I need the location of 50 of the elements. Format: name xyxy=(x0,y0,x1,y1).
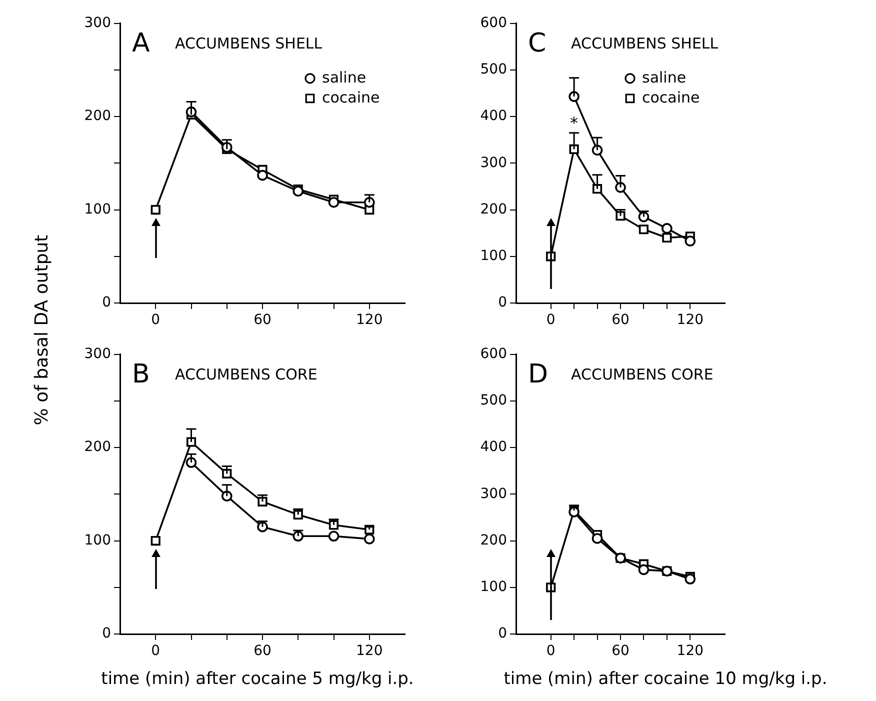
y-tick-label: 200 xyxy=(84,439,111,456)
annotation: A xyxy=(132,28,150,58)
x-axis-title: time (min) after cocaine 10 mg/kg i.p. xyxy=(504,669,828,689)
x-tick-label: 60 xyxy=(254,643,272,660)
text: ACCUMBENS SHELL xyxy=(175,34,323,52)
y-tick-label: 200 xyxy=(480,532,507,548)
x-tick-label: 0 xyxy=(151,312,160,328)
text: ACCUMBENS CORE xyxy=(175,365,318,384)
legend-label: saline xyxy=(322,68,366,86)
x-tick-label: 60 xyxy=(612,643,630,660)
text: ACCUMBENS SHELL xyxy=(571,34,719,52)
y-tick-label: 0 xyxy=(102,626,111,642)
y-axis-title: % of basal DA output xyxy=(32,234,52,426)
y-tick-label: 100 xyxy=(480,579,507,596)
y-tick-label: 100 xyxy=(84,532,111,548)
y-tick-label: 300 xyxy=(480,154,507,171)
annotation: * xyxy=(570,113,578,132)
y-tick-label: 300 xyxy=(84,15,111,32)
x-tick-label: 0 xyxy=(546,643,556,660)
y-tick-label: 100 xyxy=(480,248,507,264)
legend-label: cocaine xyxy=(642,88,700,106)
y-tick-label: 600 xyxy=(480,15,507,32)
annotation: D xyxy=(528,359,548,390)
x-tick-label: 120 xyxy=(356,312,383,328)
y-tick-label: 100 xyxy=(84,201,111,218)
y-tick-label: 400 xyxy=(480,439,507,456)
y-tick-label: 400 xyxy=(480,108,507,124)
y-tick-label: 300 xyxy=(480,486,507,502)
y-tick-label: 200 xyxy=(480,201,507,218)
x-tick-label: 60 xyxy=(612,312,630,328)
y-tick-label: 300 xyxy=(84,346,111,362)
text: ACCUMBENS CORE xyxy=(571,365,714,384)
annotation: C xyxy=(528,28,546,58)
x-tick-label: 0 xyxy=(151,643,160,660)
y-tick-label: 500 xyxy=(480,62,507,78)
y-tick-label: 0 xyxy=(498,294,507,311)
y-tick-label: 500 xyxy=(480,392,507,409)
x-tick-label: 120 xyxy=(676,643,704,660)
legend-label: saline xyxy=(642,68,686,86)
x-tick-label: 60 xyxy=(254,312,272,328)
y-tick-label: 0 xyxy=(498,626,507,642)
y-tick-label: 600 xyxy=(480,346,507,362)
x-tick-label: 120 xyxy=(676,312,704,328)
x-axis-title: time (min) after cocaine 5 mg/kg i.p. xyxy=(101,669,414,689)
y-tick-label: 200 xyxy=(84,108,111,124)
legend-label: cocaine xyxy=(322,88,380,106)
annotation: B xyxy=(132,359,150,390)
x-tick-label: 0 xyxy=(546,312,556,328)
x-tick-label: 120 xyxy=(356,643,383,660)
y-tick-label: 0 xyxy=(102,294,111,311)
